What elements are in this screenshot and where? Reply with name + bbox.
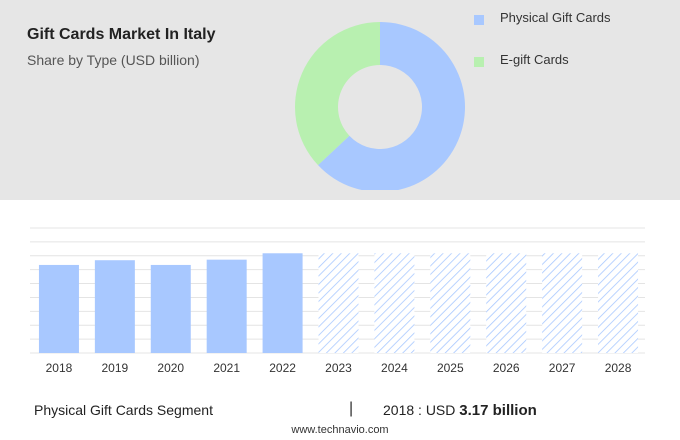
x-tick-label: 2022: [269, 361, 296, 375]
x-tick-label: 2026: [493, 361, 520, 375]
legend-label-physical: Physical Gift Cards: [500, 10, 611, 25]
chart-subtitle: Share by Type (USD billion): [27, 52, 200, 68]
footer-year-value: 2018 : USD 3.17 billion: [383, 402, 537, 419]
bar-2019: [94, 260, 135, 353]
bar-chart: 2018 2019 2020 2021 2022 2023 2024 2025 2026 2027…: [30, 227, 645, 375]
legend-swatch-physical: [474, 15, 484, 25]
bar-2025: [430, 253, 471, 353]
bar-2028: [598, 253, 639, 353]
source-credit: www.technavio.com: [291, 424, 389, 436]
footer-year-label: 2018 : USD: [383, 402, 456, 418]
x-tick-label: 2020: [157, 361, 184, 375]
x-tick-label: 2028: [605, 361, 632, 375]
x-tick-label: 2019: [102, 361, 129, 375]
x-tick-label: 2023: [325, 361, 352, 375]
x-tick-label: 2018: [46, 361, 73, 375]
donut-chart: [295, 22, 465, 190]
x-tick-label: 2021: [213, 361, 240, 375]
donut-slice-1: [295, 22, 380, 166]
legend-swatch-egift: [474, 57, 484, 67]
footer-segment-label: Physical Gift Cards Segment: [34, 402, 213, 418]
bar-2026: [486, 253, 527, 353]
legend-label-egift: E-gift Cards: [500, 52, 569, 67]
x-tick-label: 2024: [381, 361, 408, 375]
bar-2020: [150, 264, 191, 353]
x-tick-label: 2027: [549, 361, 576, 375]
footer-value: 3.17 billion: [459, 402, 537, 419]
bar-2018: [38, 264, 79, 353]
donut-slice-0: [318, 22, 465, 190]
footer-separator: |: [349, 400, 354, 417]
bar-2021: [206, 259, 247, 353]
x-tick-label: 2025: [437, 361, 464, 375]
chart-title: Gift Cards Market In Italy: [27, 26, 216, 43]
bar-2022: [262, 253, 303, 353]
bar-2027: [542, 253, 583, 353]
bar-2023: [318, 253, 359, 353]
bar-2024: [374, 253, 415, 353]
